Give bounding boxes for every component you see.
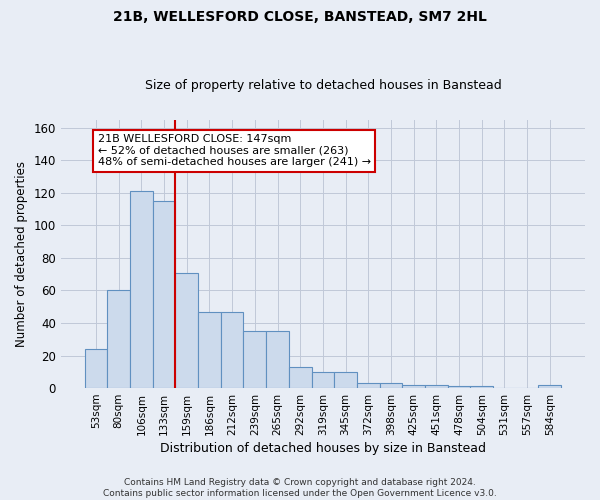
Text: 21B, WELLESFORD CLOSE, BANSTEAD, SM7 2HL: 21B, WELLESFORD CLOSE, BANSTEAD, SM7 2HL [113, 10, 487, 24]
Bar [425, 385, 448, 388]
Bar [334, 372, 357, 388]
Bar [130, 191, 152, 388]
Bar [538, 385, 561, 388]
Title: Size of property relative to detached houses in Banstead: Size of property relative to detached ho… [145, 79, 501, 92]
Bar [198, 312, 221, 388]
Bar [152, 201, 175, 388]
Bar [448, 386, 470, 388]
Bar [403, 385, 425, 388]
Text: Contains HM Land Registry data © Crown copyright and database right 2024.
Contai: Contains HM Land Registry data © Crown c… [103, 478, 497, 498]
Bar [311, 372, 334, 388]
Bar [175, 272, 198, 388]
Text: 21B WELLESFORD CLOSE: 147sqm
← 52% of detached houses are smaller (263)
48% of s: 21B WELLESFORD CLOSE: 147sqm ← 52% of de… [98, 134, 371, 168]
Bar [289, 367, 311, 388]
Y-axis label: Number of detached properties: Number of detached properties [15, 161, 28, 347]
X-axis label: Distribution of detached houses by size in Banstead: Distribution of detached houses by size … [160, 442, 486, 455]
Bar [380, 383, 403, 388]
Bar [470, 386, 493, 388]
Bar [266, 331, 289, 388]
Bar [221, 312, 244, 388]
Bar [357, 383, 380, 388]
Bar [244, 331, 266, 388]
Bar [107, 290, 130, 388]
Bar [85, 349, 107, 388]
